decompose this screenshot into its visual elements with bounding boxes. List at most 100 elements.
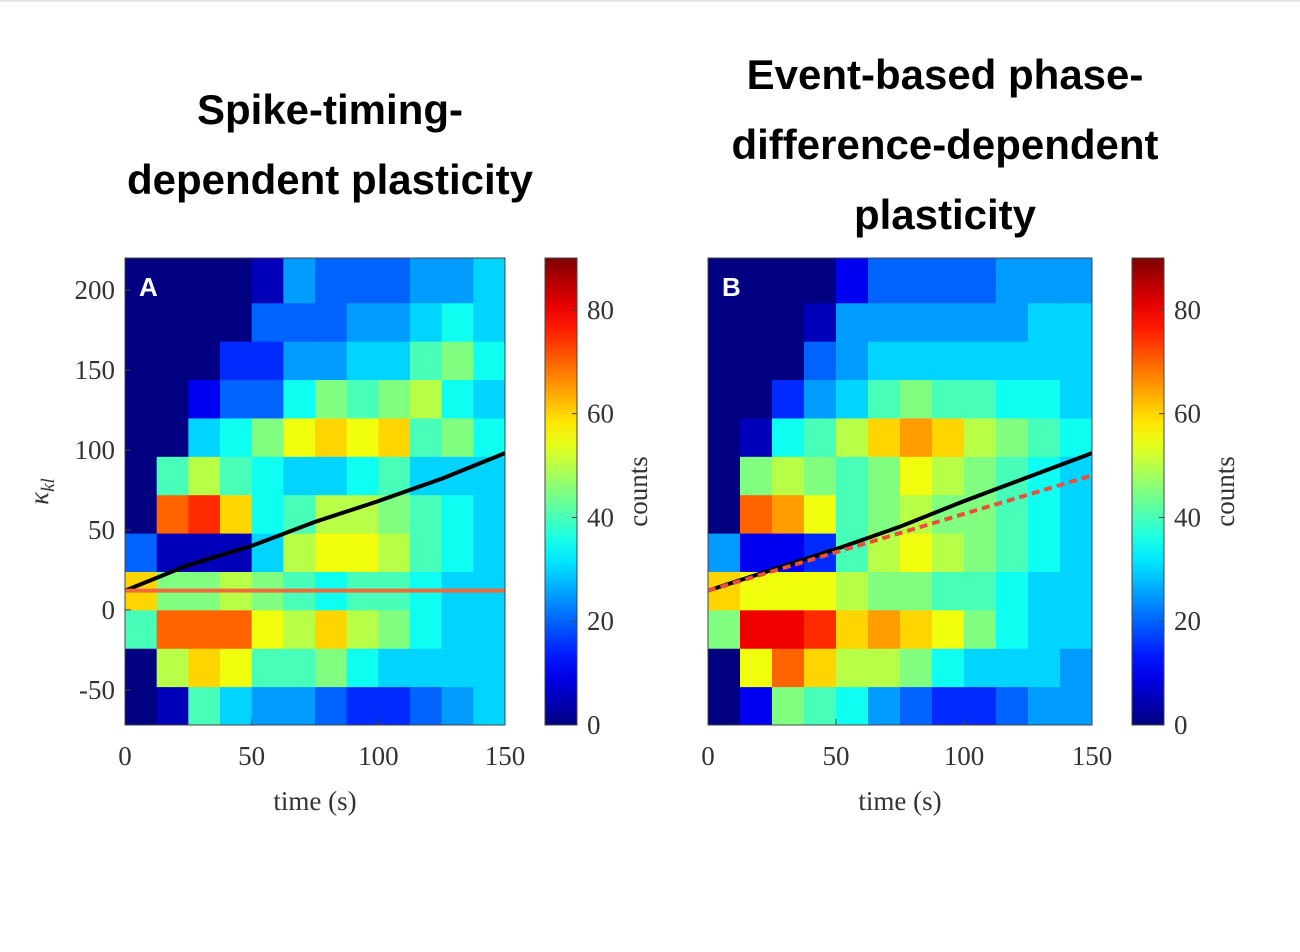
- heatmap-cell: [836, 571, 869, 611]
- heatmap-cell: [378, 341, 411, 381]
- heatmap-cell: [346, 533, 379, 572]
- heatmap-cell: [996, 302, 1029, 342]
- heatmap-cell: [410, 258, 443, 304]
- heatmap-cell: [283, 417, 316, 457]
- heatmap-cell: [251, 379, 284, 419]
- heatmap-cell: [804, 379, 837, 419]
- heatmap-cell: [410, 494, 443, 534]
- heatmap-cell: [996, 341, 1029, 381]
- heatmap-cell: [1060, 302, 1093, 342]
- colorbar-tick-label: 20: [1174, 606, 1201, 636]
- heatmap-cell: [996, 571, 1029, 611]
- heatmap-cell: [378, 533, 411, 572]
- heatmap-cell: [220, 609, 253, 649]
- heatmap-cell: [410, 417, 443, 457]
- heatmap-cell: [900, 609, 933, 649]
- heatmap-cell: [932, 571, 965, 611]
- panel-label: B: [722, 272, 741, 302]
- x-tick-label: 150: [485, 741, 526, 771]
- heatmap-cell: [900, 341, 933, 381]
- heatmap-cell: [283, 341, 316, 381]
- heatmap-cell: [188, 417, 221, 457]
- heatmap-cell: [125, 379, 158, 419]
- heatmap-cell: [441, 648, 474, 688]
- heatmap-cell: [708, 686, 741, 726]
- heatmap-cell: [378, 456, 411, 496]
- heatmap-cell: [740, 341, 773, 381]
- heatmap-cell: [1028, 533, 1061, 572]
- heatmap-cell: [188, 533, 221, 572]
- heatmap-cell: [410, 609, 443, 649]
- heatmap-cell: [346, 609, 379, 649]
- heatmap-cell: [804, 494, 837, 534]
- y-tick-label: 200: [75, 275, 116, 305]
- colorbar: [544, 257, 578, 726]
- heatmap-cell: [441, 302, 474, 342]
- heatmap-cell: [772, 341, 805, 381]
- heatmap-cell: [283, 302, 316, 342]
- heatmap-cell: [315, 258, 348, 304]
- y-axis-subscript: kl: [38, 478, 59, 492]
- heatmap-cell: [473, 609, 506, 649]
- heatmap-cell: [964, 686, 997, 726]
- heatmap-cell: [346, 417, 379, 457]
- heatmap-cell: [1028, 417, 1061, 457]
- colorbar-tick-label: 40: [1174, 502, 1201, 532]
- heatmap-cell: [772, 648, 805, 688]
- colorbar-tick-label: 20: [587, 606, 614, 636]
- heatmap-cell: [125, 648, 158, 688]
- heatmap-cell: [378, 686, 411, 726]
- heatmap-cell: [804, 648, 837, 688]
- heatmap-cell: [125, 456, 158, 496]
- heatmap-cell: [283, 686, 316, 726]
- colorbar-tick-label: 0: [587, 710, 601, 740]
- heatmap-cell: [740, 648, 773, 688]
- heatmap-cell: [932, 302, 965, 342]
- heatmap-cell: [804, 609, 837, 649]
- heatmap-cell: [772, 302, 805, 342]
- heatmap-cell: [156, 456, 189, 496]
- heatmap-cell: [1060, 686, 1093, 726]
- heatmap-cell: [932, 609, 965, 649]
- heatmap-cell: [932, 417, 965, 457]
- heatmap-cell: [125, 341, 158, 381]
- heatmap-cell: [473, 258, 506, 304]
- heatmap-cell: [220, 648, 253, 688]
- x-tick-label: 100: [944, 741, 985, 771]
- chart-title: plasticity: [854, 191, 1037, 238]
- heatmap-cell: [1028, 379, 1061, 419]
- heatmap-cell: [804, 571, 837, 611]
- y-tick-label: 150: [75, 355, 116, 385]
- y-axis-symbol: κ: [24, 491, 54, 505]
- data-line: [707, 473, 1093, 593]
- heatmap-cell: [900, 456, 933, 496]
- heatmap-cell: [740, 686, 773, 726]
- heatmap-cell: [220, 494, 253, 534]
- heatmap-cell: [964, 456, 997, 496]
- heatmap-cell: [996, 533, 1029, 572]
- chart-title: dependent plasticity: [127, 156, 534, 203]
- heatmap-cell: [708, 417, 741, 457]
- heatmap-cell: [156, 379, 189, 419]
- heatmap-cell: [188, 609, 221, 649]
- heatmap-cell: [1060, 379, 1093, 419]
- colorbar-tick-label: 0: [1174, 710, 1188, 740]
- heatmap-cell: [188, 686, 221, 726]
- heatmap-cell: [283, 258, 316, 304]
- heatmap-cell: [378, 609, 411, 649]
- panel-label: A: [139, 272, 158, 302]
- heatmap-cell: [900, 533, 933, 572]
- heatmap-cell: [410, 648, 443, 688]
- heatmap-cell: [220, 379, 253, 419]
- heatmap-cell: [804, 417, 837, 457]
- heatmap-cell: [836, 302, 869, 342]
- heatmap-cell: [315, 609, 348, 649]
- heatmap-cell: [251, 494, 284, 534]
- heatmap-cell: [836, 456, 869, 496]
- heatmap-cell: [772, 379, 805, 419]
- colorbar-tick-label: 60: [1174, 399, 1201, 429]
- heatmap-cell: [441, 494, 474, 534]
- heatmap-cell: [868, 302, 901, 342]
- heatmap-cell: [220, 417, 253, 457]
- heatmap-cell: [964, 648, 997, 688]
